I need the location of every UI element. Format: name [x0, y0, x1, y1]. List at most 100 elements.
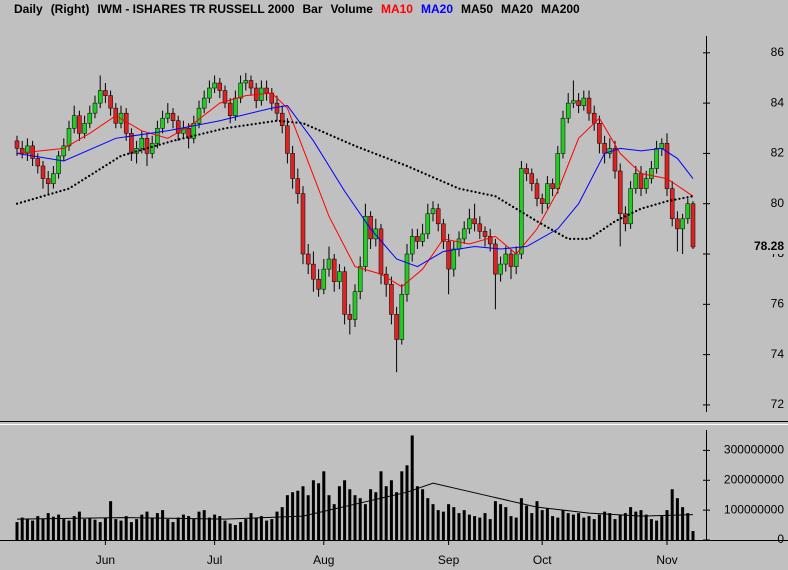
candle-body — [680, 218, 685, 230]
candle-body — [623, 213, 628, 225]
volume-bar — [129, 522, 133, 540]
volume-bar — [436, 510, 440, 540]
volume-bar — [327, 495, 331, 540]
volume-bar — [62, 519, 66, 540]
candle-body — [690, 203, 696, 248]
candle-body — [581, 97, 587, 106]
candle-body — [196, 107, 202, 124]
volume-bar — [119, 520, 123, 540]
header-item: (Right) — [51, 2, 90, 16]
candle-body — [139, 138, 145, 149]
volume-bar — [483, 513, 487, 540]
candle-body — [612, 148, 618, 172]
candle-body — [311, 263, 316, 280]
x-tick-label: Nov — [656, 553, 677, 567]
candle-body — [685, 203, 691, 220]
candle-body — [170, 112, 176, 121]
moving-average-line — [15, 119, 695, 240]
candle-body — [264, 87, 269, 94]
volume-bar — [431, 504, 435, 540]
volume-bar — [77, 511, 81, 540]
candle-body — [597, 122, 602, 144]
candle-body — [446, 241, 451, 270]
candle-body — [633, 173, 639, 189]
volume-bar — [613, 519, 617, 540]
volume-bar — [571, 514, 575, 540]
volume-bar — [280, 507, 284, 540]
volume-bar — [649, 519, 653, 540]
candle-body — [56, 155, 61, 174]
candle-body — [238, 82, 243, 99]
candle-body — [430, 208, 436, 215]
candle-body — [300, 193, 306, 255]
volume-bar — [88, 518, 92, 540]
candle-body — [222, 90, 228, 104]
volume-bar — [20, 517, 24, 540]
candle-body — [524, 168, 529, 174]
candle-body — [77, 115, 82, 134]
volume-bar — [504, 507, 508, 540]
candle-body — [45, 178, 51, 184]
volume-bar — [452, 507, 456, 540]
moving-average-line — [16, 105, 694, 268]
volume-bar — [114, 519, 118, 540]
volume-bar — [535, 501, 539, 540]
candle-body — [144, 138, 150, 154]
x-tick-label: Oct — [533, 553, 552, 567]
volume-bar — [166, 519, 170, 540]
volume-bar — [181, 514, 185, 540]
volume-bar — [296, 490, 300, 540]
candle-body — [669, 188, 675, 220]
volume-bar — [98, 522, 102, 540]
volume-bar — [83, 519, 87, 540]
volume-bar — [556, 517, 560, 540]
candle-body — [576, 100, 581, 106]
volume-bar — [15, 522, 19, 540]
volume-bar — [369, 489, 373, 540]
candle-body — [404, 253, 410, 295]
volume-bar — [681, 507, 685, 540]
volume-bar — [410, 435, 414, 540]
volume-bar — [348, 489, 352, 540]
y-tick-label: 80 — [771, 196, 785, 210]
y-tick-label: 100000000 — [724, 502, 784, 516]
volume-bar — [285, 495, 289, 540]
candle-body — [664, 143, 670, 189]
candle-body — [617, 170, 623, 215]
volume-bar — [675, 498, 679, 540]
candle-body — [472, 218, 477, 225]
volume-bar — [223, 520, 227, 540]
candle-body — [550, 183, 555, 189]
candle-body — [227, 102, 233, 116]
candle-body — [35, 158, 41, 167]
candle-body — [103, 90, 108, 96]
header-item: MA20 — [421, 2, 453, 16]
volume-bar — [57, 514, 61, 540]
volume-bar — [109, 501, 113, 540]
volume-bar — [473, 516, 477, 540]
volume-bar — [488, 519, 492, 540]
last-price-label: 78.28 — [754, 239, 784, 253]
candle-body — [394, 314, 399, 340]
candle-body — [321, 268, 327, 290]
candle-body — [233, 97, 238, 116]
volume-bar — [670, 489, 674, 540]
candle-body — [565, 102, 571, 119]
volume-bar — [519, 498, 523, 540]
header-item: MA200 — [541, 2, 580, 16]
volume-bar — [493, 501, 497, 540]
candle-body — [560, 117, 566, 154]
candle-body — [638, 173, 644, 189]
volume-bar — [311, 480, 315, 540]
candle-body — [378, 228, 384, 275]
candle-body — [415, 236, 420, 242]
candle-body — [529, 173, 535, 184]
volume-bar — [176, 517, 180, 540]
volume-bar — [686, 513, 690, 540]
volume-bar — [608, 513, 612, 540]
candle-body — [165, 112, 171, 119]
candle-body — [602, 143, 607, 154]
volume-bar — [634, 511, 638, 540]
